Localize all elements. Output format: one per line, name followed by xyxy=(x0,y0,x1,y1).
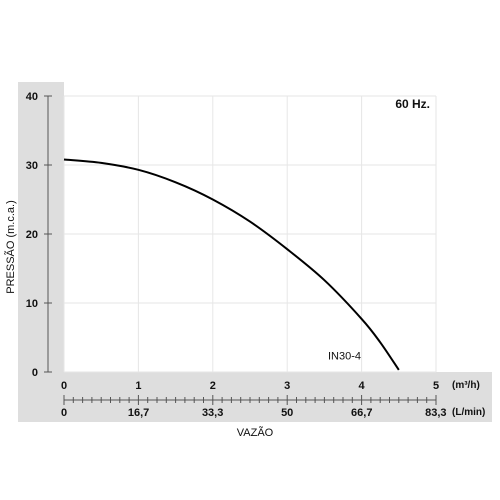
x-tick-label-m3h: 5 xyxy=(433,380,439,392)
series-label: IN30-4 xyxy=(328,351,361,363)
x-tick-label-lmin: 66,7 xyxy=(351,407,372,419)
x-tick-label-lmin: 0 xyxy=(61,407,67,419)
chart-annotation: 60 Hz. xyxy=(395,97,430,111)
series-layer: IN30-4 xyxy=(63,158,400,371)
y-tick-label: 20 xyxy=(26,229,38,241)
x-tick-label-lmin: 33,3 xyxy=(202,407,223,419)
x-tick-label-m3h: 0 xyxy=(61,380,67,392)
axis-bands xyxy=(18,82,492,422)
series-line-in30-4 xyxy=(63,158,400,371)
x-tick-label-m3h: 2 xyxy=(210,380,216,392)
x-axis-band xyxy=(18,372,492,422)
x-tick-label-m3h: 3 xyxy=(284,380,290,392)
grid xyxy=(63,95,437,373)
x-axis-title: VAZÃO xyxy=(237,426,274,439)
x-tick-label-lmin: 16,7 xyxy=(128,407,149,419)
y-axis-title: PRESSÃO (m.c.a.) xyxy=(4,200,17,294)
y-tick-label: 30 xyxy=(26,160,38,172)
chart-text: 60 Hz. VAZÃO PRESSÃO (m.c.a.) (m³/h) (L/… xyxy=(4,97,485,439)
x-tick-label-lmin: 50 xyxy=(281,407,293,419)
x-tick-label-lmin: 83,3 xyxy=(425,407,446,419)
y-axis-band xyxy=(18,82,64,422)
y-tick-label: 0 xyxy=(32,367,38,379)
y-tick-label: 10 xyxy=(26,298,38,310)
x-tick-label-m3h: 1 xyxy=(135,380,141,392)
x-unit-lmin: (L/min) xyxy=(452,407,485,418)
y-tick-label: 40 xyxy=(26,91,38,103)
x-unit-m3h: (m³/h) xyxy=(452,380,480,391)
x-tick-label-m3h: 4 xyxy=(359,380,366,392)
